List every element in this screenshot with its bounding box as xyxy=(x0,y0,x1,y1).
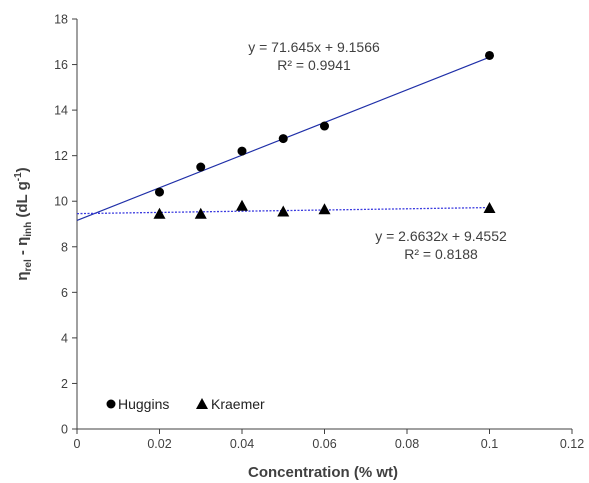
legend: Huggins Kraemer xyxy=(106,396,265,412)
x-axis-ticks: 0 0.02 0.04 0.06 0.08 0.1 0.12 xyxy=(74,429,584,451)
axes xyxy=(76,19,572,430)
y-tick-label: 12 xyxy=(54,149,68,163)
y-tick-label: 18 xyxy=(54,13,68,27)
y-axis-title-sup: -1 xyxy=(13,172,24,181)
y-axis-title: ηrel - ηinh (dL g-1) xyxy=(13,167,34,280)
x-tick-label: 0.08 xyxy=(395,437,419,451)
huggins-point xyxy=(155,187,164,197)
legend-huggins-marker xyxy=(106,399,116,409)
kraemer-point xyxy=(153,207,166,219)
y-tick-label: 14 xyxy=(54,104,68,118)
y-tick-label: 0 xyxy=(61,423,68,437)
x-tick-label: 0.12 xyxy=(560,437,584,451)
y-tick-label: 8 xyxy=(61,240,68,254)
y-axis-title-sub-rel: rel xyxy=(23,259,34,271)
x-tick-label: 0.1 xyxy=(481,437,498,451)
data-points xyxy=(153,50,496,219)
x-tick-label: 0.04 xyxy=(230,437,254,451)
y-tick-label: 4 xyxy=(61,331,68,345)
kraemer-trendline xyxy=(76,206,490,215)
x-tick-label: 0.06 xyxy=(312,437,336,451)
kraemer-point xyxy=(277,205,290,217)
x-axis-title: Concentration (% wt) xyxy=(248,464,398,481)
huggins-point xyxy=(196,162,206,172)
y-axis-title-eta-inh: - η xyxy=(14,237,31,260)
y-tick-label: 2 xyxy=(61,377,68,391)
legend-kraemer-label: Kraemer xyxy=(211,396,265,412)
huggins-point xyxy=(237,146,247,156)
y-axis-title-eta-rel: η xyxy=(14,272,31,281)
kraemer-point xyxy=(194,207,207,219)
huggins-point xyxy=(485,50,494,60)
x-tick-label: 0 xyxy=(74,437,81,451)
kraemer-point xyxy=(483,202,496,214)
y-tick-label: 6 xyxy=(61,286,68,300)
huggins-equation: y = 71.645x + 9.1566 xyxy=(248,39,380,55)
legend-kraemer-marker xyxy=(196,398,208,409)
x-tick-label: 0.02 xyxy=(147,437,171,451)
y-tick-label: 16 xyxy=(54,58,68,72)
huggins-point xyxy=(320,121,329,131)
kraemer-point xyxy=(318,203,331,215)
y-axis-title-close: ) xyxy=(14,167,31,172)
y-axis-ticks: 0 2 4 6 8 10 12 14 16 18 xyxy=(54,13,77,437)
legend-huggins-label: Huggins xyxy=(118,396,169,412)
huggins-r2: R² = 0.9941 xyxy=(277,57,351,73)
kraemer-r2: R² = 0.8188 xyxy=(404,246,478,262)
huggins-point xyxy=(278,134,288,144)
y-tick-label: 10 xyxy=(54,195,68,209)
y-axis-title-units: (dL g xyxy=(14,181,31,222)
kraemer-point xyxy=(236,199,248,211)
kraemer-equation: y = 2.6632x + 9.4552 xyxy=(375,228,507,244)
y-axis-title-sub-inh: inh xyxy=(23,222,34,237)
